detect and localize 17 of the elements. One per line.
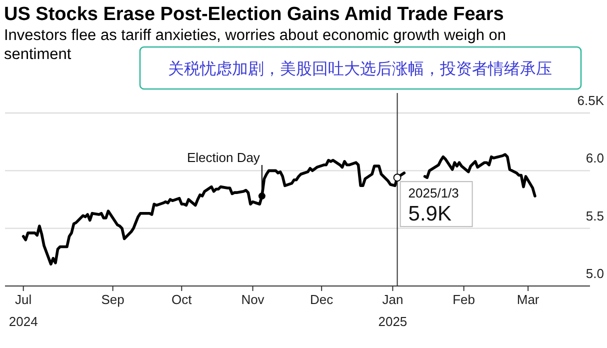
- x-tick-label: Mar: [516, 292, 540, 307]
- x-tick-label: Sep: [101, 292, 124, 307]
- chart-title: US Stocks Erase Post-Election Gains Amid Trade Fears: [4, 4, 504, 25]
- y-tick-label: 5.5: [586, 208, 604, 224]
- y-tick-label: 5.0: [586, 266, 604, 281]
- y-tick-label: 6.5K: [577, 93, 604, 108]
- x-tick-label: Feb: [452, 292, 476, 307]
- text: 关税忧虑加剧，美股回吐大选后涨幅，投资者情绪承压: [168, 60, 552, 78]
- x-tick-label: Oct: [172, 292, 192, 307]
- ref-line-label: Election Day: [186, 150, 260, 165]
- annotation: 2025/1/3: [408, 186, 459, 201]
- x-tick-label: Jan 2025: [378, 292, 408, 329]
- y-tick-label: 6.0: [586, 150, 604, 166]
- x-tick-label: Nov: [241, 292, 265, 307]
- x-tick-label: Dec: [310, 292, 334, 307]
- x-tick-label: Jul 2024: [8, 292, 38, 329]
- annotation: 5.9K: [408, 202, 452, 226]
